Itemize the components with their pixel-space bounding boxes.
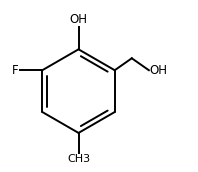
Text: CH3: CH3: [67, 154, 90, 164]
Text: OH: OH: [150, 64, 168, 77]
Text: F: F: [12, 64, 19, 77]
Text: OH: OH: [69, 13, 88, 26]
